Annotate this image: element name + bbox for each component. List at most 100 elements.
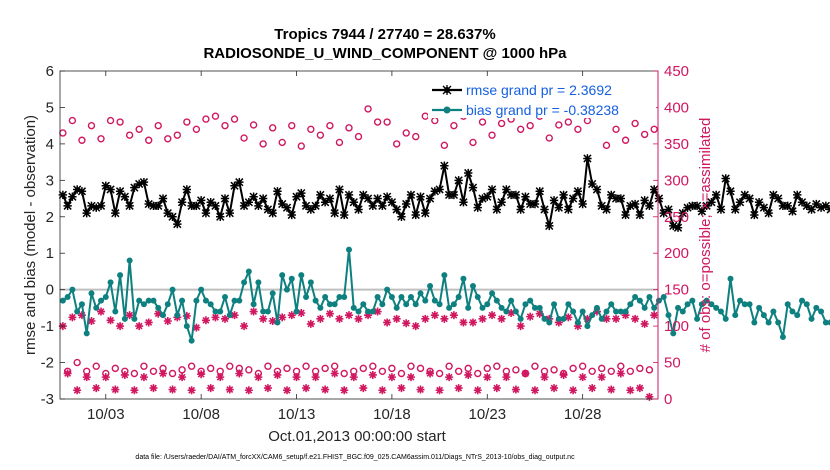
y-left-tick-label: 0: [46, 282, 54, 299]
obs-assimilated-point: [650, 311, 659, 320]
bias-point: [531, 304, 538, 311]
obs-assimilated-point: [559, 370, 568, 379]
obs-assimilated-point: [340, 386, 349, 395]
rmse-point: [92, 203, 101, 212]
bias-point: [360, 301, 367, 308]
rmse-point: [611, 194, 621, 203]
y-left-tick-label: -2: [41, 355, 54, 372]
bias-point: [436, 301, 443, 308]
bias-point: [808, 315, 815, 322]
bias-point: [684, 301, 691, 308]
obs-assimilated-point: [316, 314, 325, 323]
obs-assimilated-point: [554, 318, 563, 327]
bias-point: [670, 330, 677, 337]
obs-possible-point: [416, 364, 425, 373]
bias-point: [818, 308, 825, 315]
bias-point: [136, 297, 143, 304]
obs-possible-point: [345, 124, 353, 132]
obs-assimilated-point: [473, 386, 482, 395]
rmse-point: [621, 210, 630, 220]
obs-possible-point: [268, 124, 277, 132]
obs-assimilated-point: [607, 385, 616, 394]
y-right-tick-label: 50: [664, 355, 681, 372]
y-right-tick-label: 0: [664, 391, 672, 408]
obs-possible-point: [392, 140, 401, 148]
bias-point: [126, 257, 133, 264]
rmse-point: [802, 201, 811, 211]
bias-point: [193, 297, 200, 304]
rmse-point: [502, 185, 511, 194]
rmse-point: [697, 207, 707, 216]
obs-possible-point: [488, 131, 496, 139]
rmse-point: [483, 192, 492, 201]
obs-assimilated-point: [359, 384, 368, 393]
obs-assimilated-point: [612, 314, 621, 323]
rmse-point: [134, 179, 144, 189]
bias-point: [779, 334, 786, 341]
rmse-point: [306, 205, 316, 214]
obs-assimilated-point: [197, 370, 206, 379]
obs-possible-point: [483, 364, 491, 373]
rmse-point: [378, 201, 387, 211]
obs-possible-point: [302, 362, 310, 370]
rmse-point: [106, 185, 115, 194]
bias-point: [422, 297, 429, 304]
rmse-point: [325, 194, 335, 203]
rmse-point: [254, 201, 263, 211]
obs-assimilated-point: [640, 319, 649, 328]
obs-assimilated-point: [297, 308, 306, 317]
obs-possible-point: [192, 125, 201, 134]
bias-point: [98, 297, 105, 304]
bias-point: [765, 319, 772, 326]
bias-point: [784, 301, 791, 308]
rmse-point: [125, 201, 134, 211]
rmse-point: [597, 201, 606, 211]
rmse-point: [196, 196, 206, 205]
rmse-point: [430, 187, 440, 196]
rmse-point: [239, 201, 249, 211]
obs-assimilated-point: [302, 384, 311, 393]
bias-point: [827, 319, 830, 326]
rmse-point: [545, 221, 554, 231]
bias-point: [579, 308, 586, 315]
rmse-point: [807, 205, 816, 214]
bias-point: [112, 308, 119, 315]
rmse-point: [158, 194, 168, 203]
obs-assimilated-point: [373, 307, 382, 316]
rmse-point: [292, 192, 301, 201]
rmse-point: [521, 192, 530, 201]
bias-point: [460, 275, 467, 282]
obs-assimilated-point: [449, 311, 458, 320]
rmse-point: [592, 185, 602, 194]
x-axis-label: Oct.01,2013 00:00:00 start: [268, 428, 446, 445]
bias-point: [551, 301, 558, 308]
bias-point: [803, 301, 810, 308]
obs-possible-point: [564, 118, 573, 126]
bias-point: [374, 293, 381, 300]
obs-assimilated-point: [602, 314, 611, 323]
rmse-point: [778, 201, 788, 211]
obs-possible-point: [493, 362, 501, 370]
bias-point: [107, 279, 114, 286]
obs-assimilated-point: [392, 314, 401, 323]
bias-point: [245, 268, 252, 275]
obs-assimilated-point: [97, 307, 106, 316]
obs-assimilated-point: [206, 384, 215, 393]
obs-possible-point: [397, 369, 406, 378]
rmse-point: [630, 199, 640, 209]
x-tick-label: 10/03: [87, 406, 125, 423]
bias-point: [608, 301, 615, 308]
bias-point: [613, 308, 620, 315]
obs-possible-point: [612, 125, 620, 134]
y-right-tick-label: 250: [664, 209, 689, 226]
bias-point: [741, 301, 748, 308]
bias-point: [722, 315, 729, 322]
obs-assimilated-point: [211, 313, 220, 322]
bias-point: [508, 297, 515, 304]
rmse-point: [220, 194, 230, 203]
rmse-point: [731, 205, 740, 214]
obs-assimilated-point: [77, 311, 86, 320]
bias-point: [231, 297, 238, 304]
rmse-point: [382, 192, 392, 201]
bias-point: [665, 312, 672, 319]
